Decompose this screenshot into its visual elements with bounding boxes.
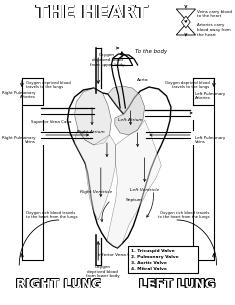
Polygon shape [181, 16, 190, 28]
Text: 4. Mitral Valve: 4. Mitral Valve [131, 267, 167, 271]
Text: RIGHT LUNG: RIGHT LUNG [16, 278, 102, 290]
Text: Superior Vena Cava: Superior Vena Cava [31, 120, 72, 124]
Text: Aorta: Aorta [137, 78, 148, 82]
Text: RIGHT LUNG: RIGHT LUNG [15, 278, 101, 290]
Text: Veins carry blood
to the heart: Veins carry blood to the heart [197, 10, 232, 18]
Text: THE HEART: THE HEART [36, 3, 148, 21]
Text: THE HEART: THE HEART [36, 3, 149, 21]
Text: Right Pulmonary
Veins: Right Pulmonary Veins [2, 136, 36, 144]
Text: Right Atrium: Right Atrium [77, 130, 105, 134]
Text: RIGHT LUNG: RIGHT LUNG [16, 278, 102, 291]
Text: LEFT LUNG: LEFT LUNG [139, 278, 215, 291]
Text: RIGHT LUNG: RIGHT LUNG [16, 278, 102, 290]
Text: LEFT LUNG: LEFT LUNG [138, 278, 215, 290]
Text: THE HEART: THE HEART [36, 5, 148, 23]
Text: THE HEART: THE HEART [36, 4, 149, 22]
Text: Left Pulmonary
Arteries: Left Pulmonary Arteries [195, 92, 225, 100]
Text: LEFT LUNG: LEFT LUNG [138, 277, 215, 290]
Text: LEFT LUNG: LEFT LUNG [139, 277, 215, 290]
Text: Left Atrium: Left Atrium [118, 118, 143, 122]
Text: LEFT LUNG: LEFT LUNG [140, 277, 216, 290]
Text: THE HEART: THE HEART [35, 4, 148, 22]
Text: RIGHT LUNG: RIGHT LUNG [16, 277, 102, 290]
Polygon shape [176, 24, 196, 35]
Text: 1. Tricuspid Valve: 1. Tricuspid Valve [131, 249, 174, 253]
Text: To the body: To the body [135, 49, 167, 55]
Text: Inferior Vena Cava: Inferior Vena Cava [98, 253, 138, 257]
Text: THE HEART: THE HEART [36, 4, 148, 22]
Polygon shape [67, 87, 171, 248]
Text: LEFT LUNG: LEFT LUNG [140, 278, 216, 290]
Text: THE HEART: THE HEART [35, 5, 148, 23]
Text: LEFT LUNG: LEFT LUNG [140, 278, 216, 291]
Text: Left Pulmonary
Veins: Left Pulmonary Veins [195, 136, 225, 144]
Text: Right Pulmonary
Arteries: Right Pulmonary Arteries [2, 91, 36, 99]
Text: Oxygen
deprived blood
from lower body: Oxygen deprived blood from lower body [86, 265, 119, 278]
Text: THE HEART: THE HEART [36, 5, 149, 23]
Text: Right Ventricle: Right Ventricle [80, 190, 113, 194]
Text: THE HEART: THE HEART [35, 3, 148, 21]
Text: LEFT LUNG: LEFT LUNG [139, 278, 215, 290]
Text: Oxygen rich blood travels
to the heart from the lungs: Oxygen rich blood travels to the heart f… [26, 211, 78, 219]
Text: Oxygen
deprived blood
from upper body: Oxygen deprived blood from upper body [90, 53, 124, 66]
Text: Oxygen deprived blood
travels to the lungs: Oxygen deprived blood travels to the lun… [26, 81, 71, 89]
Text: Septum: Septum [126, 198, 143, 202]
Text: Oxygen deprived blood
travels to the lungs: Oxygen deprived blood travels to the lun… [165, 81, 210, 89]
Text: RIGHT LUNG: RIGHT LUNG [16, 277, 102, 290]
Polygon shape [74, 130, 116, 220]
Text: RIGHT LUNG: RIGHT LUNG [15, 278, 101, 291]
Text: RIGHT LUNG: RIGHT LUNG [16, 278, 102, 291]
Text: LEFT LUNG: LEFT LUNG [138, 278, 215, 291]
Text: Oxygen rich blood travels
to the heart from the lungs: Oxygen rich blood travels to the heart f… [158, 211, 210, 219]
Text: 2. Pulmonary Valve: 2. Pulmonary Valve [131, 255, 178, 259]
Text: ♥: ♥ [184, 20, 188, 24]
Polygon shape [107, 120, 161, 248]
Polygon shape [176, 9, 196, 20]
FancyBboxPatch shape [129, 246, 198, 272]
Text: 3. Aortic Valve: 3. Aortic Valve [131, 261, 167, 265]
Text: Arteries carry
blood away from
the heart: Arteries carry blood away from the heart [197, 23, 231, 37]
Polygon shape [108, 86, 145, 135]
Text: RIGHT LUNG: RIGHT LUNG [15, 277, 101, 290]
Text: Left Ventricle: Left Ventricle [130, 188, 159, 192]
Polygon shape [74, 88, 111, 145]
